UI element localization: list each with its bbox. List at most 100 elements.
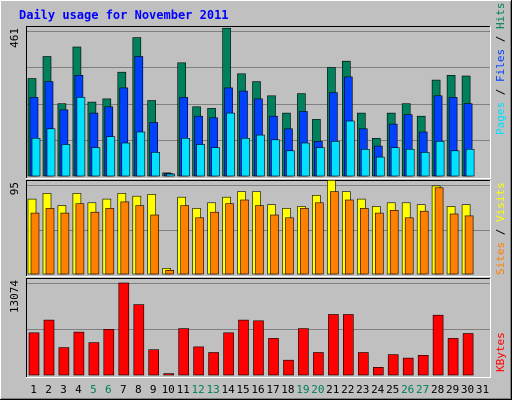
bar-visits-sites-day-5: [90, 211, 100, 275]
x-tick-day-6: 6: [105, 383, 112, 396]
legend-entry-kbytes-2-0: KBytes: [494, 332, 507, 372]
bar-kbytes-kbytes-day-25: [387, 354, 399, 376]
bar-kbytes-kbytes-day-21: [328, 314, 339, 376]
bar-kbytes-kbytes-day-22: [342, 314, 354, 376]
legend-entry-sep-0-3: /: [494, 29, 507, 49]
legend-entry-pages-0-0: Pages: [494, 102, 507, 135]
bar-kbytes-kbytes-day-15: [238, 319, 249, 376]
bar-kbytes-kbytes-day-27: [417, 354, 429, 376]
x-tick-day-10: 10: [162, 383, 175, 396]
x-tick-day-3: 3: [60, 383, 67, 396]
right-legends: Pages / Files / Hits Sites / Visits KBytes: [494, 3, 507, 373]
x-tick-day-15: 15: [236, 383, 249, 396]
bar-kbytes-kbytes-day-3: [58, 347, 70, 376]
bar-visits-sites-day-16: [255, 205, 264, 275]
x-tick-day-4: 4: [75, 383, 82, 396]
right-legend-2: KBytes: [494, 332, 507, 372]
bar-visits-sites-day-2: [45, 208, 55, 275]
bar-kbytes-kbytes-day-9: [148, 349, 159, 376]
bar-hits-pages-day-3: [61, 144, 71, 177]
x-tick-day-17: 17: [266, 383, 279, 396]
bar-visits-sites-day-19: [300, 208, 309, 275]
x-tick-day-9: 9: [150, 383, 157, 396]
bar-hits-pages-day-8: [136, 131, 146, 177]
x-tick-day-11: 11: [177, 383, 190, 396]
bar-visits-sites-day-11: [180, 205, 189, 275]
x-tick-day-2: 2: [45, 383, 52, 396]
bar-hits-pages-day-20: [316, 147, 325, 177]
bar-hits-pages-day-17: [271, 139, 280, 177]
x-tick-day-5: 5: [90, 383, 97, 396]
legend-entry-sites-1-0: Sites: [494, 242, 507, 275]
bar-hits-pages-day-28: [435, 141, 445, 177]
x-tick-day-16: 16: [251, 383, 264, 396]
bar-visits-sites-day-25: [389, 210, 399, 275]
x-tick-day-1: 1: [30, 383, 37, 396]
bar-hits-pages-day-5: [91, 147, 101, 177]
legend-entry-sep-1-1: /: [494, 222, 507, 242]
x-axis-labels: 1 2 3 4 5 6 7 8 9 10 11 12 13 14 15 16 17 18 19 20 21 22 23 24 2…: [30, 383, 489, 396]
bar-visits-sites-day-4: [75, 203, 85, 275]
bar-hits-pages-day-2: [46, 128, 56, 177]
bar-visits-sites-day-15: [240, 199, 249, 275]
bar-visits-sites-day-24: [374, 212, 384, 275]
bar-kbytes-kbytes-day-14: [223, 332, 234, 376]
bar-hits-pages-day-30: [465, 149, 475, 177]
legend-entry-files-0-2: Files: [494, 49, 507, 82]
bar-visits-sites-day-28: [434, 187, 444, 275]
chart-title: Daily usage for November 2011: [19, 8, 229, 22]
panels-layer: 461 95 13074: [8, 26, 491, 378]
panel-hits: 461: [8, 26, 491, 179]
x-tick-day-12: 12: [191, 383, 204, 396]
bar-kbytes-kbytes-day-29: [447, 338, 459, 376]
x-tick-day-23: 23: [356, 383, 369, 396]
x-tick-day-14: 14: [221, 383, 235, 396]
bar-kbytes-kbytes-day-6: [103, 328, 115, 376]
legend-entry-visits-1-2: Visits: [494, 182, 507, 222]
bar-hits-pages-day-4: [76, 97, 86, 177]
x-tick-day-18: 18: [281, 383, 294, 396]
bar-kbytes-kbytes-day-13: [208, 352, 219, 376]
bar-hits-pages-day-11: [181, 138, 190, 177]
bar-visits-sites-day-26: [404, 217, 414, 275]
bar-hits-pages-day-15: [241, 138, 250, 177]
bar-kbytes-kbytes-day-19: [298, 328, 309, 376]
bar-kbytes-kbytes-day-4: [73, 331, 85, 376]
bar-kbytes-kbytes-day-23: [357, 352, 369, 376]
bar-visits-sites-day-21: [330, 191, 339, 275]
bar-hits-pages-day-26: [405, 149, 415, 177]
bar-visits-sites-day-3: [60, 212, 70, 275]
x-tick-day-7: 7: [120, 383, 127, 396]
bar-visits-sites-day-30: [464, 215, 474, 275]
bar-hits-pages-day-29: [450, 150, 460, 177]
panel-hits-ymax-label: 461: [8, 28, 21, 48]
bar-visits-sites-day-17: [270, 214, 279, 275]
bar-hits-pages-day-12: [196, 144, 205, 177]
bar-visits-sites-day-27: [419, 210, 429, 275]
bar-visits-sites-day-14: [225, 203, 234, 275]
bar-hits-pages-day-23: [360, 149, 370, 177]
bar-hits-pages-day-25: [390, 147, 400, 177]
x-tick-day-20: 20: [311, 383, 324, 396]
bar-kbytes-kbytes-day-17: [268, 338, 279, 376]
bar-visits-sites-day-10: [165, 269, 174, 275]
bar-visits-sites-day-18: [285, 217, 294, 275]
bar-kbytes-kbytes-day-30: [462, 333, 474, 376]
bar-hits-pages-day-13: [211, 147, 220, 177]
x-tick-day-13: 13: [206, 383, 219, 396]
bar-kbytes-kbytes-day-24: [372, 366, 384, 376]
bar-kbytes-kbytes-day-2: [43, 319, 55, 376]
bar-hits-pages-day-27: [420, 152, 430, 177]
x-tick-day-21: 21: [326, 383, 339, 396]
bar-kbytes-kbytes-day-5: [88, 342, 100, 376]
x-tick-day-8: 8: [135, 383, 142, 396]
bar-kbytes-kbytes-day-10: [163, 373, 174, 376]
x-tick-day-28: 28: [431, 383, 444, 396]
bar-kbytes-kbytes-day-8: [133, 304, 145, 376]
bar-visits-sites-day-23: [359, 208, 369, 275]
bar-hits-pages-day-18: [286, 150, 295, 177]
right-legend-0: Pages / Files / Hits: [494, 3, 507, 136]
bar-hits-pages-day-19: [301, 142, 310, 177]
